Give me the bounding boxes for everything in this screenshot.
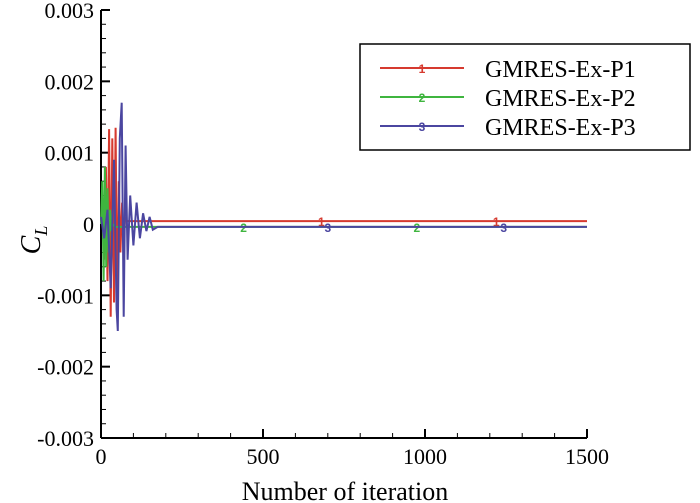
series-line-3	[100, 102, 587, 332]
x-tick-label: 0	[96, 444, 107, 469]
legend-label-3: GMRES-Ex-P3	[485, 115, 636, 141]
series-marker-3: 3	[500, 221, 507, 235]
legend-label-2: GMRES-Ex-P2	[485, 86, 636, 112]
svg-text:CL: CL	[16, 226, 51, 255]
legend: 1 GMRES-Ex-P1 2 GMRES-Ex-P2 3 GMRES-Ex-P3	[359, 43, 691, 151]
series-line-1	[100, 127, 587, 317]
y-axis-label-main: C	[16, 235, 47, 254]
legend-symbol-1: 1	[419, 62, 426, 76]
x-tick-label: 1000	[403, 444, 447, 469]
y-tick-label: -0.002	[37, 355, 94, 380]
x-tick-label: 500	[247, 444, 280, 469]
series-marker-1: 1	[493, 215, 500, 229]
legend-symbol-3: 3	[419, 120, 426, 134]
y-tick-label: 0	[83, 212, 94, 237]
series-line-2	[100, 166, 587, 282]
x-tick-label: 1500	[565, 444, 609, 469]
y-axis-label: CL	[16, 226, 51, 255]
series-marker-3: 3	[324, 221, 331, 235]
y-tick-label: 0.003	[45, 0, 95, 23]
y-axis-label-sub: L	[31, 226, 51, 237]
y-tick-label: 0.002	[45, 69, 95, 94]
legend-label-1: GMRES-Ex-P1	[485, 57, 636, 83]
x-axis-label: Number of iteration	[242, 477, 449, 503]
series-marker-1: 1	[318, 215, 325, 229]
y-tick-label: 0.001	[45, 141, 95, 166]
y-tick-label: -0.003	[37, 426, 94, 451]
y-tick-label: -0.001	[37, 283, 94, 308]
legend-symbol-2: 2	[419, 91, 426, 105]
